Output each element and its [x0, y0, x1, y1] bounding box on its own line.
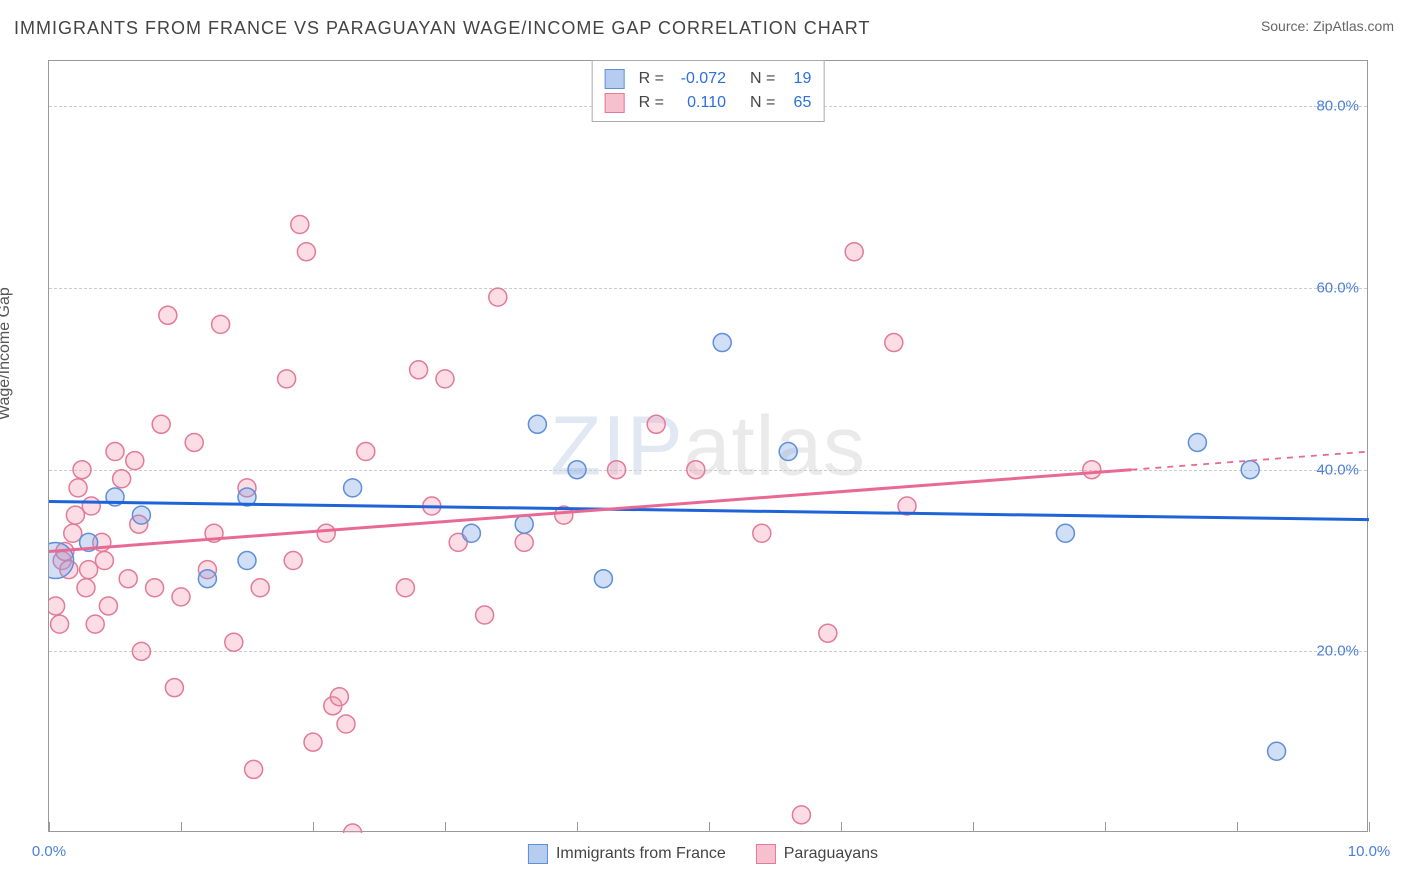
- data-point-paraguay: [146, 579, 164, 597]
- data-point-paraguay: [489, 288, 507, 306]
- data-point-france: [515, 515, 533, 533]
- data-point-paraguay: [845, 243, 863, 261]
- data-point-paraguay: [80, 561, 98, 579]
- r-value-france: -0.072: [674, 67, 726, 91]
- data-point-paraguay: [119, 570, 137, 588]
- chart-title: IMMIGRANTS FROM FRANCE VS PARAGUAYAN WAG…: [14, 18, 870, 39]
- r-value-paraguay: 0.110: [674, 91, 726, 115]
- data-point-paraguay: [396, 579, 414, 597]
- n-label: N =: [750, 67, 775, 91]
- data-point-paraguay: [113, 470, 131, 488]
- data-point-paraguay: [99, 597, 117, 615]
- data-point-paraguay: [77, 579, 95, 597]
- r-label: R =: [639, 91, 664, 115]
- data-point-paraguay: [225, 633, 243, 651]
- data-point-france: [594, 570, 612, 588]
- swatch-france: [605, 69, 625, 89]
- data-point-paraguay: [410, 361, 428, 379]
- data-point-paraguay: [608, 461, 626, 479]
- data-point-paraguay: [337, 715, 355, 733]
- legend-item-france: Immigrants from France: [528, 844, 726, 864]
- data-point-france: [238, 552, 256, 570]
- data-point-france: [713, 334, 731, 352]
- data-point-paraguay: [284, 552, 302, 570]
- source-label: Source: ZipAtlas.com: [1261, 18, 1394, 34]
- n-label: N =: [750, 91, 775, 115]
- data-point-france: [462, 524, 480, 542]
- data-point-paraguay: [251, 579, 269, 597]
- n-value-paraguay: 65: [785, 91, 811, 115]
- data-point-paraguay: [515, 533, 533, 551]
- data-point-paraguay: [476, 606, 494, 624]
- x-tick: [1369, 822, 1370, 832]
- data-point-paraguay: [819, 624, 837, 642]
- trendline-paraguay: [49, 470, 1131, 552]
- data-point-paraguay: [86, 615, 104, 633]
- data-point-paraguay: [152, 415, 170, 433]
- swatch-france: [528, 844, 548, 864]
- data-point-paraguay: [165, 679, 183, 697]
- stats-row-france: R = -0.072 N = 19: [605, 67, 812, 91]
- data-point-paraguay: [51, 615, 69, 633]
- data-point-france: [1241, 461, 1259, 479]
- data-point-paraguay: [66, 506, 84, 524]
- x-tick-label: 10.0%: [1348, 843, 1391, 860]
- stats-legend: R = -0.072 N = 19 R = 0.110 N = 65: [592, 60, 825, 122]
- data-point-paraguay: [185, 433, 203, 451]
- data-point-paraguay: [106, 443, 124, 461]
- data-point-france: [132, 506, 150, 524]
- data-point-paraguay: [297, 243, 315, 261]
- data-point-france: [528, 415, 546, 433]
- data-point-paraguay: [95, 552, 113, 570]
- data-point-paraguay: [647, 415, 665, 433]
- plot-area: ZIPatlas R = -0.072 N = 19 R = 0.110 N =…: [48, 60, 1368, 832]
- swatch-paraguay: [756, 844, 776, 864]
- data-point-paraguay: [291, 215, 309, 233]
- data-point-paraguay: [330, 688, 348, 706]
- data-point-france: [779, 443, 797, 461]
- swatch-paraguay: [605, 93, 625, 113]
- data-point-france: [1268, 742, 1286, 760]
- data-point-paraguay: [73, 461, 91, 479]
- data-point-france: [344, 479, 362, 497]
- data-point-paraguay: [1083, 461, 1101, 479]
- data-point-paraguay: [687, 461, 705, 479]
- data-point-paraguay: [436, 370, 454, 388]
- data-point-paraguay: [159, 306, 177, 324]
- data-point-paraguay: [64, 524, 82, 542]
- data-point-paraguay: [82, 497, 100, 515]
- data-point-france: [1188, 433, 1206, 451]
- data-point-paraguay: [212, 315, 230, 333]
- trendline-france: [49, 501, 1369, 519]
- data-point-paraguay: [304, 733, 322, 751]
- data-point-france: [568, 461, 586, 479]
- data-point-paraguay: [885, 334, 903, 352]
- data-point-paraguay: [317, 524, 335, 542]
- data-point-paraguay: [126, 452, 144, 470]
- data-point-france: [1056, 524, 1074, 542]
- legend-item-paraguay: Paraguayans: [756, 844, 878, 864]
- x-tick-label: 0.0%: [32, 843, 66, 860]
- data-point-paraguay: [792, 806, 810, 824]
- data-point-paraguay: [245, 760, 263, 778]
- data-point-paraguay: [132, 642, 150, 660]
- data-point-paraguay: [278, 370, 296, 388]
- data-point-paraguay: [357, 443, 375, 461]
- data-point-france: [198, 570, 216, 588]
- data-point-paraguay: [753, 524, 771, 542]
- data-point-paraguay: [49, 597, 65, 615]
- r-label: R =: [639, 67, 664, 91]
- data-point-paraguay: [69, 479, 87, 497]
- n-value-france: 19: [785, 67, 811, 91]
- data-point-paraguay: [344, 824, 362, 833]
- chart-svg: [49, 61, 1369, 833]
- y-axis-label: Wage/Income Gap: [0, 287, 14, 420]
- legend-label-paraguay: Paraguayans: [784, 845, 878, 863]
- data-point-paraguay: [172, 588, 190, 606]
- series-legend: Immigrants from France Paraguayans: [528, 844, 878, 864]
- legend-label-france: Immigrants from France: [556, 845, 726, 863]
- stats-row-paraguay: R = 0.110 N = 65: [605, 91, 812, 115]
